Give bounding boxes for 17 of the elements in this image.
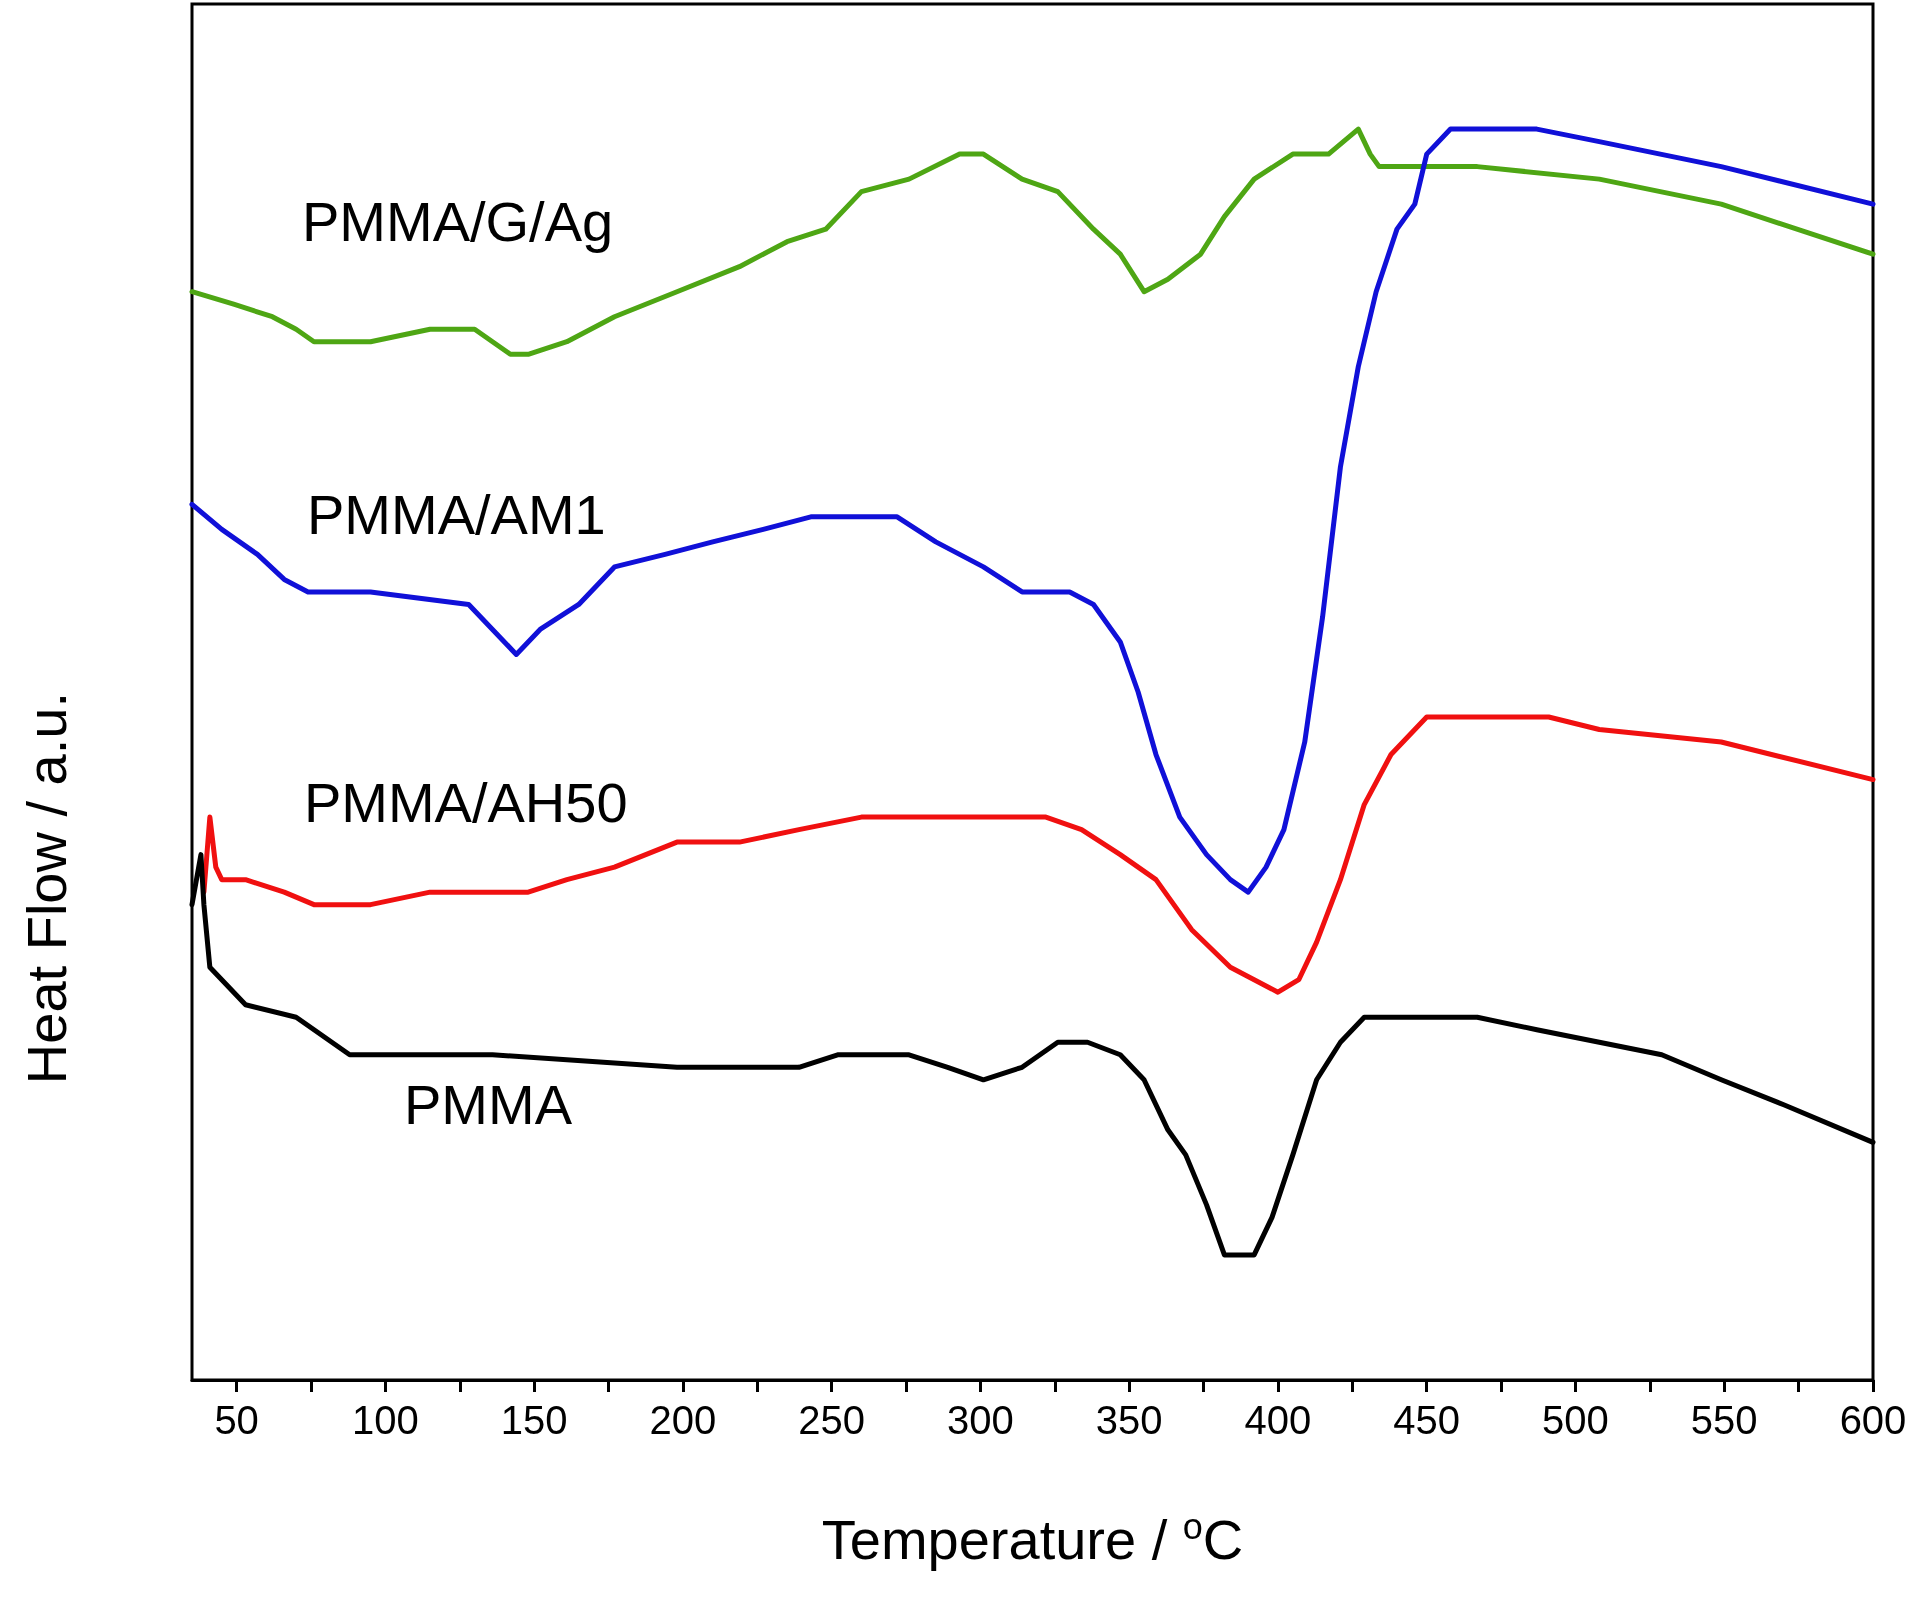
x-tick-label: 300 (947, 1398, 1014, 1442)
x-tick-label: 350 (1095, 1398, 1163, 1442)
x-tick-label: 50 (214, 1398, 259, 1442)
x-tick-label: 550 (1690, 1398, 1758, 1442)
x-tick-label: 450 (1393, 1398, 1461, 1442)
x-tick-label: 500 (1542, 1398, 1609, 1442)
series-label: PMMA (404, 1073, 573, 1137)
series-label: PMMA/AH50 (303, 770, 628, 834)
series-label: PMMA/G/Ag (302, 190, 614, 254)
x-tick-label: 150 (500, 1398, 568, 1442)
x-tick-label: 600 (1839, 1398, 1907, 1442)
y-axis-title: Heat Flow / a.u. (14, 692, 78, 1085)
x-tick-label: 200 (649, 1398, 717, 1442)
x-tick-label: 100 (352, 1398, 419, 1442)
x-tick-label: 400 (1244, 1398, 1312, 1442)
x-tick-label: 250 (798, 1398, 866, 1442)
series-label: PMMA/AM1 (307, 482, 606, 546)
